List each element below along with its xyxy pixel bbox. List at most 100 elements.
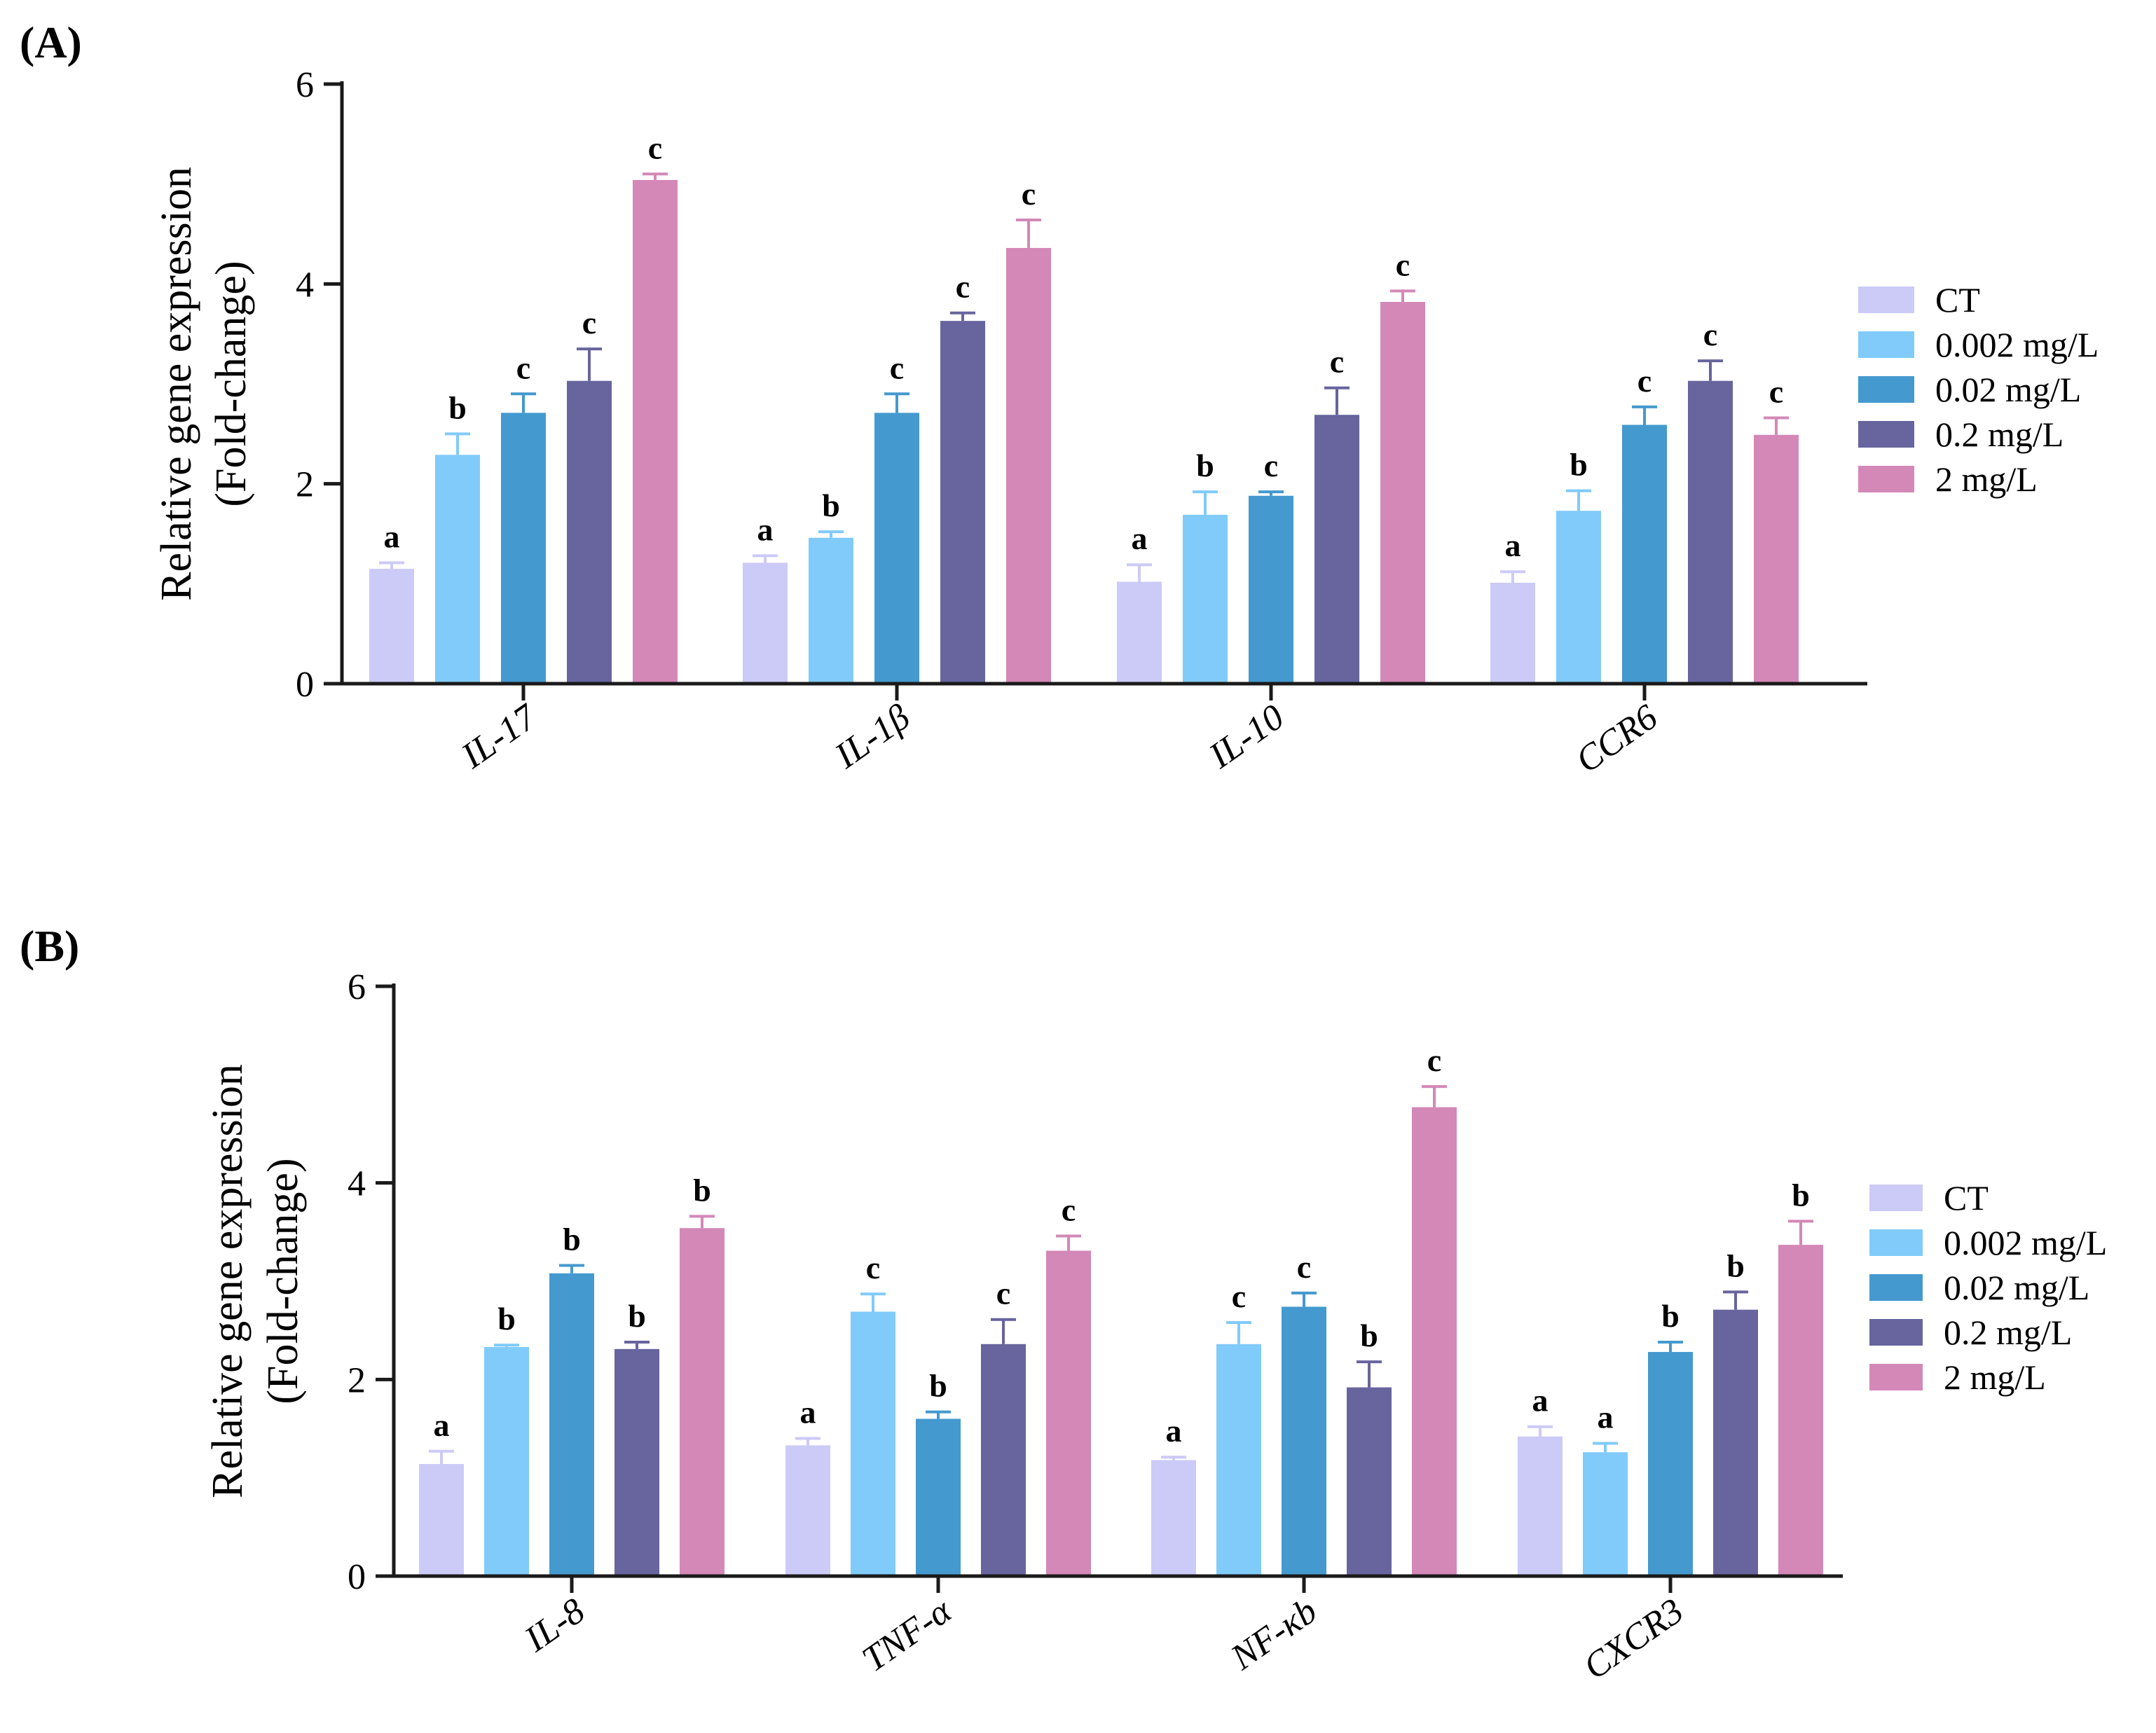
panel-a-bar-2-4 <box>940 321 985 684</box>
panel-b-sig-3-1: a <box>1166 1413 1182 1449</box>
panel-a-bar-2-5 <box>1006 247 1051 684</box>
panel-b-sig-3-4: b <box>1360 1318 1378 1353</box>
panel-b-legend-label-4: 0.2 mg/L <box>1944 1313 2072 1352</box>
panel-a-bar-4-4 <box>1688 380 1733 684</box>
panel-a-legend-swatch-5 <box>1858 466 1914 492</box>
panel-a-sig-3-3: c <box>1264 448 1278 483</box>
panel-b-bar-1-1 <box>419 1464 464 1576</box>
panel-b-bar-1-2 <box>484 1347 529 1576</box>
panel-b-bar-3-1 <box>1151 1460 1196 1576</box>
panel-a-sig-3-5: c <box>1396 247 1410 282</box>
panel-b-ytick-label-1: 0 <box>348 1557 366 1597</box>
panel-a-label: (A) <box>20 18 82 67</box>
panel-b-sig-2-3: b <box>929 1368 947 1404</box>
panel-b-sig-3-5: c <box>1427 1042 1441 1078</box>
panel-b-bar-4-2 <box>1583 1452 1628 1576</box>
panel-a-ytick-label-3: 4 <box>296 265 314 305</box>
panel-b-sig-4-1: a <box>1532 1383 1549 1418</box>
panel-a-legend-label-5: 2 mg/L <box>1935 460 2038 499</box>
panel-b-sig-2-4: c <box>996 1276 1010 1311</box>
panel-b-sig-3-2: c <box>1232 1278 1246 1314</box>
panel-b-legend-swatch-2 <box>1869 1229 1923 1256</box>
panel-b-bar-2-5 <box>1046 1250 1091 1576</box>
panel-b: (B) Relative gene expression (Fold-change)… <box>20 921 2107 1687</box>
panel-b-bar-4-1 <box>1518 1436 1563 1576</box>
panel-b-bar-3-5 <box>1412 1107 1457 1576</box>
panel-a-legend-label-4: 0.2 mg/L <box>1935 415 2064 454</box>
panel-a-bar-4-5 <box>1754 434 1799 684</box>
panel-a-sig-2-1: a <box>757 511 774 547</box>
panel-b-label: (B) <box>20 921 79 971</box>
panel-a-legend-label-1: CT <box>1935 280 1980 319</box>
panel-a-sig-4-2: b <box>1570 447 1588 483</box>
panel-a-bar-4-2 <box>1556 511 1601 684</box>
panel-b-bar-1-4 <box>614 1348 659 1576</box>
panel-b-ylabel-line-1: Relative gene expression <box>204 1064 252 1498</box>
panel-b-bar-1-3 <box>549 1273 594 1576</box>
panel-b-sig-4-4: b <box>1726 1248 1745 1283</box>
panel-a-sig-1-4: c <box>582 305 596 340</box>
panel-a-bar-3-1 <box>1117 581 1162 684</box>
panel-b-legend-label-3: 0.02 mg/L <box>1944 1268 2089 1307</box>
panel-a-ylabel-line-1: Relative gene expression <box>153 167 200 601</box>
panel-b-sig-4-2: a <box>1598 1400 1614 1435</box>
panel-a-sig-3-2: b <box>1196 448 1214 483</box>
panel-a-bar-2-3 <box>874 413 919 684</box>
panel-b-bar-4-5 <box>1778 1245 1823 1576</box>
panel-b-bar-1-5 <box>680 1228 725 1576</box>
panel-b-bar-2-3 <box>916 1418 961 1576</box>
panel-a-sig-2-4: c <box>956 269 970 305</box>
panel-b-legend-label-2: 0.002 mg/L <box>1944 1223 2107 1262</box>
panel-a-bar-3-3 <box>1249 495 1293 684</box>
panel-a-ylabel-line-2: (Fold-change) <box>207 261 255 506</box>
panel-a-ytick-label-2: 2 <box>296 465 314 505</box>
panel-a-legend-swatch-4 <box>1858 421 1914 448</box>
panel-a-bar-1-3 <box>501 413 546 684</box>
panel-b-ytick-label-3: 4 <box>348 1164 366 1204</box>
panel-a-sig-1-3: c <box>516 350 530 385</box>
panel-a-sig-1-1: a <box>384 518 400 554</box>
panel-a-legend-swatch-3 <box>1858 376 1914 403</box>
panel-a-sig-2-2: b <box>822 488 840 523</box>
panel-a-sig-4-4: c <box>1703 317 1717 352</box>
panel-a-bar-4-3 <box>1622 424 1667 684</box>
panel-b-bar-2-1 <box>785 1445 830 1576</box>
panel-a-bar-1-5 <box>633 179 678 684</box>
panel-b-sig-3-3: c <box>1297 1249 1311 1285</box>
panel-a-sig-4-3: c <box>1637 363 1652 399</box>
panel-b-legend-label-5: 2 mg/L <box>1944 1358 2046 1397</box>
panel-a-bar-3-4 <box>1314 415 1359 684</box>
panel-a-bar-3-5 <box>1380 302 1425 684</box>
panel-a-legend-swatch-1 <box>1858 286 1914 313</box>
panel-a-ytick-label-4: 6 <box>296 65 314 105</box>
panel-b-sig-1-5: b <box>693 1172 711 1208</box>
panel-b-sig-2-1: a <box>800 1395 816 1430</box>
panel-a-bar-2-1 <box>743 562 788 684</box>
panel-b-legend-swatch-4 <box>1869 1319 1923 1346</box>
panel-b-bar-3-3 <box>1282 1306 1326 1576</box>
panel-b-ytick-label-2: 2 <box>348 1360 366 1400</box>
panel-b-bar-2-2 <box>851 1311 895 1576</box>
panel-a-sig-1-5: c <box>648 130 662 165</box>
panel-b-bar-4-3 <box>1648 1352 1693 1576</box>
panel-b-bar-2-4 <box>981 1344 1026 1576</box>
panel-b-ylabel-line-2: (Fold-change) <box>259 1158 307 1404</box>
panel-b-bar-3-4 <box>1347 1387 1392 1576</box>
panel-a-bar-4-1 <box>1490 582 1535 684</box>
panel-a-sig-4-5: c <box>1769 374 1783 410</box>
panel-a-bar-1-4 <box>567 380 612 684</box>
panel-b-bar-4-4 <box>1713 1309 1758 1576</box>
panel-b-bar-3-2 <box>1216 1344 1261 1576</box>
panel-b-legend: CT 0.002 mg/L 0.02 mg/L 0.2 mg/L 2 mg/L <box>1869 1178 2107 1397</box>
panel-b-legend-swatch-5 <box>1869 1364 1923 1390</box>
panel-a-ytick-label-1: 0 <box>296 665 314 705</box>
panel-a-legend-label-2: 0.002 mg/L <box>1935 325 2099 364</box>
panel-b-sig-1-3: b <box>563 1222 581 1257</box>
panel-b-legend-swatch-1 <box>1869 1185 1923 1211</box>
panel-a-sig-2-5: c <box>1022 176 1036 212</box>
panel-b-sig-1-4: b <box>628 1298 646 1334</box>
panel-a-sig-3-1: a <box>1132 520 1148 556</box>
panel-b-sig-2-5: c <box>1062 1192 1076 1227</box>
panel-a-sig-2-3: c <box>890 350 904 385</box>
